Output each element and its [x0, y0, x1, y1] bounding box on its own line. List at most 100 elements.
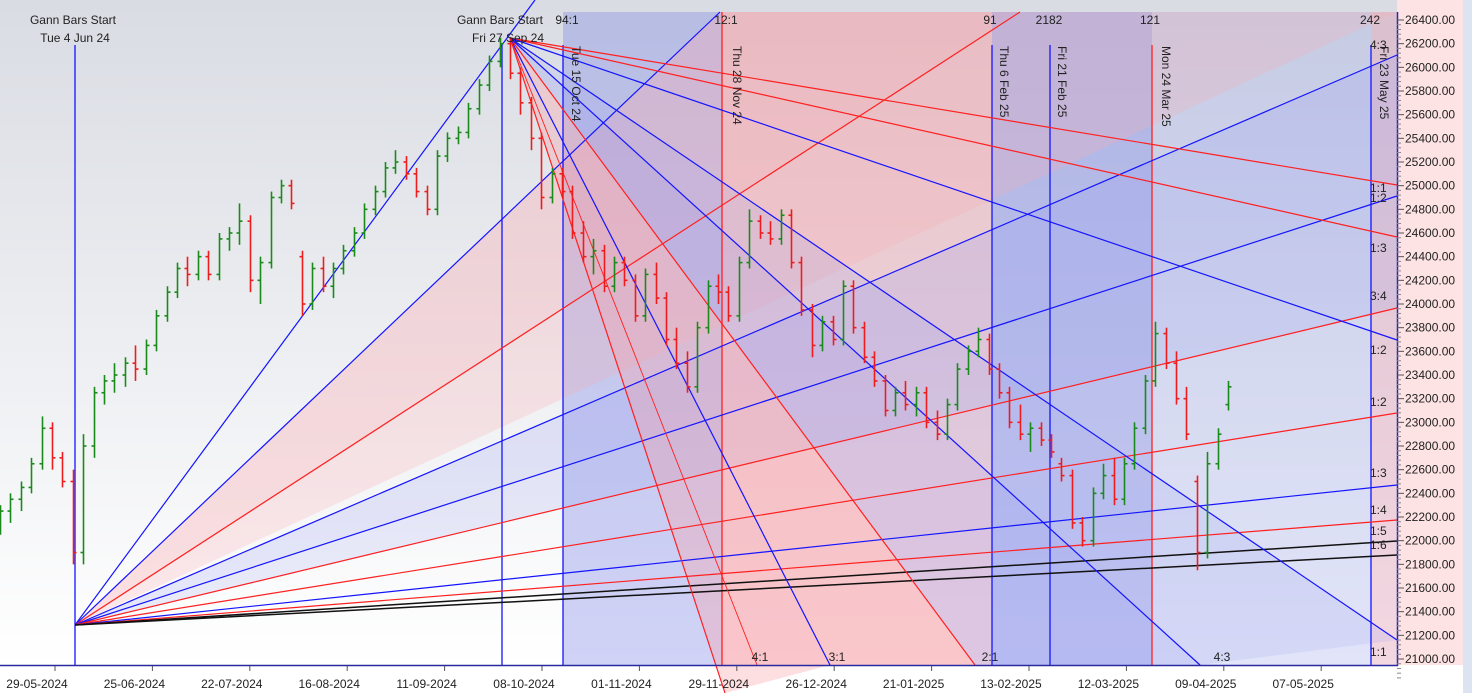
price-bar — [1215, 428, 1222, 470]
angle-label: 1:3 — [1370, 241, 1387, 255]
price-bar — [850, 280, 857, 334]
price-bar — [268, 191, 275, 269]
gann-angle-line — [74, 0, 536, 626]
price-bar — [944, 398, 951, 441]
price-bar — [247, 215, 254, 293]
price-bar — [830, 315, 837, 346]
price-bar — [122, 357, 129, 387]
price-bar — [444, 132, 451, 162]
price-bar — [840, 280, 847, 346]
price-bar — [153, 309, 160, 352]
time-line-date: Mon 24 Mar 25 — [1159, 46, 1173, 127]
gann-fan-wedge — [75, 12, 1397, 625]
y-tick-label: 22000.00 — [1405, 534, 1455, 548]
price-bar — [372, 185, 379, 216]
price-bar — [1194, 475, 1201, 571]
x-tick-label: 11-09-2024 — [396, 677, 457, 691]
y-tick-label: 22400.00 — [1405, 486, 1455, 500]
gann-angle-line — [74, 195, 1398, 626]
y-tick-label: 25400.00 — [1405, 131, 1455, 145]
y-tick-label: 26400.00 — [1405, 13, 1455, 27]
y-tick-label: 24000.00 — [1405, 297, 1455, 311]
y-tick-label: 21800.00 — [1405, 557, 1455, 571]
price-bar — [871, 351, 878, 387]
y-tick-label: 23000.00 — [1405, 415, 1455, 429]
price-bar — [497, 37, 504, 68]
price-bar — [164, 286, 171, 322]
price-bar — [288, 179, 295, 210]
price-bar — [673, 327, 680, 370]
x-tick-label: 25-06-2024 — [104, 677, 166, 691]
price-bar — [49, 422, 56, 470]
price-bar — [278, 179, 285, 204]
time-band — [563, 12, 722, 665]
angle-label: 1:6 — [1370, 538, 1387, 552]
price-bar — [1163, 327, 1170, 370]
price-bar — [392, 150, 399, 174]
price-bar — [1027, 422, 1034, 452]
price-bar — [694, 321, 701, 393]
gann-angle-line — [509, 37, 758, 666]
price-bar — [434, 150, 441, 216]
price-bar — [778, 209, 785, 245]
price-bar — [236, 203, 243, 245]
gann-angle-line — [509, 37, 976, 666]
gann-angle-line — [74, 519, 1398, 626]
price-bar — [455, 126, 462, 145]
price-bar — [653, 262, 660, 304]
price-bar — [1069, 469, 1076, 529]
price-bar — [1090, 487, 1097, 547]
y-tick-label: 25800.00 — [1405, 84, 1455, 98]
angle-label: 2:1 — [982, 650, 999, 664]
price-bar — [1225, 380, 1232, 411]
price-bar — [330, 262, 337, 299]
gann-start-date: Tue 4 Jun 24 — [40, 31, 110, 45]
y-tick-label: 21600.00 — [1405, 581, 1455, 595]
price-bar — [965, 345, 972, 375]
time-line-date: Tue 15 Oct 24 — [569, 46, 583, 122]
y-tick-label: 25200.00 — [1405, 155, 1455, 169]
price-bar — [538, 132, 545, 210]
price-bar — [798, 256, 805, 316]
price-bar — [1204, 451, 1211, 559]
x-tick-label: 16-08-2024 — [299, 677, 361, 691]
price-bar — [1038, 422, 1045, 446]
window-edge — [1463, 0, 1472, 693]
gann-start-date: Fri 27 Sep 24 — [472, 31, 544, 45]
time-line-date: Thu 6 Feb 25 — [997, 46, 1011, 118]
gann-angle-line — [509, 37, 831, 666]
price-bar — [517, 67, 524, 115]
price-bar — [1152, 321, 1159, 387]
price-bar — [861, 321, 868, 364]
x-tick-label: 01-11-2024 — [591, 677, 652, 691]
y-tick-label: 23200.00 — [1405, 392, 1455, 406]
gann-angle-line — [74, 484, 1398, 626]
price-bar — [507, 37, 514, 80]
y-tick-label: 25000.00 — [1405, 179, 1455, 193]
time-count-label: 121 — [1140, 13, 1160, 27]
price-bar — [424, 185, 431, 216]
price-bar — [28, 457, 35, 494]
price-bar — [413, 167, 420, 198]
price-bar — [1121, 457, 1128, 506]
price-bar — [195, 250, 202, 281]
y-tick-label: 21200.00 — [1405, 628, 1455, 642]
price-bar — [819, 315, 826, 352]
price-bar — [1079, 517, 1086, 547]
price-bar — [913, 386, 920, 417]
price-bar — [882, 375, 889, 417]
time-count-label: 242 — [1360, 13, 1380, 27]
price-bar — [923, 386, 930, 429]
price-bar — [1183, 386, 1190, 441]
date-axis-background — [0, 665, 1463, 693]
plot-background — [0, 0, 1397, 665]
price-bar — [70, 469, 77, 565]
price-bar — [569, 185, 576, 239]
x-tick-label: 29-05-2024 — [6, 677, 68, 691]
price-bar — [788, 209, 795, 269]
time-line-date: Fri 23 May 25 — [1377, 46, 1391, 120]
gann-angle-line — [74, 412, 1398, 626]
time-count-label: 91 — [983, 13, 997, 27]
y-tick-label: 25600.00 — [1405, 108, 1455, 122]
